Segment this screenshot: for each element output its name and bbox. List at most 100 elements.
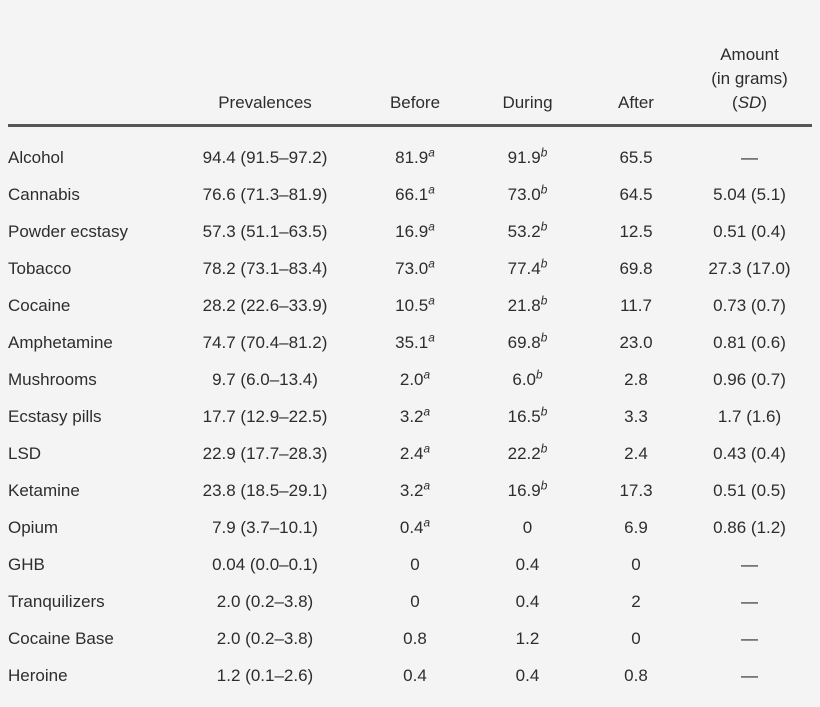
amount-value: 0.86 (1.2) <box>713 517 786 537</box>
before-significance-marker: a <box>428 144 435 159</box>
amount-value: 0.51 (0.4) <box>713 221 786 241</box>
before-significance-marker: a <box>423 403 431 418</box>
table-row: Powder ecstasy 57.3 (51.1–63.5) 16.9a 53… <box>8 213 812 250</box>
during-significance-marker: b <box>540 181 548 196</box>
before-value: 66.1 <box>395 184 429 204</box>
during-significance-marker: b <box>536 366 543 381</box>
during-value: 69.8 <box>507 332 541 352</box>
amount-value: 1.7 (1.6) <box>717 406 782 426</box>
after-value: 65.5 <box>619 147 653 167</box>
after-value: 69.8 <box>619 258 653 278</box>
during-cell: 53.2b <box>470 213 585 250</box>
substance-prevalence-table: Prevalences Before During After Amount (… <box>8 0 812 694</box>
table-row: GHB 0.04 (0.0–0.1) 0 0.4 0 — <box>8 546 812 583</box>
table-row: Tranquilizers 2.0 (0.2–3.8) 0 0.4 2 — <box>8 583 812 620</box>
before-cell: 35.1a <box>360 324 470 361</box>
during-cell: 0 <box>470 509 585 546</box>
prevalence-value: 22.9 (17.7–28.3) <box>202 443 328 463</box>
during-cell: 77.4b <box>470 250 585 287</box>
during-value: 0.4 <box>515 554 540 574</box>
during-significance-marker: b <box>540 440 548 455</box>
during-value: 0 <box>522 517 533 537</box>
during-cell: 21.8b <box>470 287 585 324</box>
substance-label: Mushrooms <box>8 369 97 389</box>
after-value: 64.5 <box>619 184 653 204</box>
during-value: 0.4 <box>515 665 540 685</box>
substance-label: LSD <box>8 443 42 463</box>
header-during: During <box>470 0 585 127</box>
during-value: 16.5 <box>507 406 541 426</box>
before-significance-marker: a <box>423 366 431 381</box>
before-cell: 16.9a <box>360 213 470 250</box>
amount-value: 0.51 (0.5) <box>713 480 786 500</box>
after-value: 0 <box>631 554 641 574</box>
after-value: 23.0 <box>619 332 653 352</box>
before-cell: 0.8 <box>360 620 470 657</box>
prevalence-value: 2.0 (0.2–3.8) <box>216 628 314 648</box>
header-row: Prevalences Before During After Amount (… <box>8 0 812 127</box>
before-value: 0.4 <box>403 665 427 685</box>
amount-value: 0.81 (0.6) <box>713 332 786 352</box>
during-value: 91.9 <box>507 147 541 167</box>
during-cell: 0.4 <box>470 546 585 583</box>
during-cell: 16.5b <box>470 398 585 435</box>
prevalence-value: 74.7 (70.4–81.2) <box>202 332 328 352</box>
before-significance-marker: a <box>428 218 435 233</box>
amount-value: — <box>741 554 758 574</box>
during-significance-marker: b <box>540 292 548 307</box>
after-value: 0 <box>631 628 641 648</box>
before-cell: 3.2a <box>360 398 470 435</box>
substance-label: Cannabis <box>8 184 80 204</box>
before-cell: 66.1a <box>360 176 470 213</box>
prevalence-value: 28.2 (22.6–33.9) <box>202 295 328 315</box>
prevalence-value: 78.2 (73.1–83.4) <box>202 258 328 278</box>
substance-label: Tobacco <box>8 258 72 278</box>
after-value: 2.4 <box>624 443 648 463</box>
before-value: 81.9 <box>395 147 429 167</box>
header-amount: Amount (in grams) (SD) <box>687 0 812 127</box>
before-value: 0 <box>410 591 420 611</box>
table-row: Heroine 1.2 (0.1–2.6) 0.4 0.4 0.8 — <box>8 657 812 694</box>
during-cell: 0.4 <box>470 657 585 694</box>
table-row: Ketamine 23.8 (18.5–29.1) 3.2a 16.9b 17.… <box>8 472 812 509</box>
before-value: 73.0 <box>395 258 429 278</box>
before-value: 0.8 <box>403 628 427 648</box>
during-cell: 0.4 <box>470 583 585 620</box>
during-significance-marker: b <box>540 218 548 233</box>
during-significance-marker: b <box>540 403 548 418</box>
substance-label: Amphetamine <box>8 332 113 352</box>
during-value: 1.2 <box>515 628 540 648</box>
during-significance-marker: b <box>540 255 548 270</box>
before-significance-marker: a <box>428 292 435 307</box>
before-significance-marker: a <box>428 255 435 270</box>
prevalence-value: 0.04 (0.0–0.1) <box>212 554 318 574</box>
before-cell: 0.4a <box>360 509 470 546</box>
prevalence-value: 9.7 (6.0–13.4) <box>212 369 318 389</box>
before-cell: 2.4a <box>360 435 470 472</box>
during-value: 21.8 <box>507 295 541 315</box>
substance-label: Powder ecstasy <box>8 221 128 241</box>
before-cell: 3.2a <box>360 472 470 509</box>
table-row: Mushrooms 9.7 (6.0–13.4) 2.0a 6.0b 2.8 0… <box>8 361 812 398</box>
during-cell: 6.0b <box>470 361 585 398</box>
table-header: Prevalences Before During After Amount (… <box>8 0 812 127</box>
header-amount-sd: (SD) <box>732 93 767 112</box>
amount-value: 27.3 (17.0) <box>708 258 791 278</box>
during-value: 0.4 <box>515 591 540 611</box>
before-significance-marker: a <box>423 440 431 455</box>
table-body: Alcohol 94.4 (91.5–97.2) 81.9a 91.9b 65.… <box>8 126 812 695</box>
amount-value: 5.04 (5.1) <box>713 184 786 204</box>
before-significance-marker: a <box>428 329 435 344</box>
table-row: Amphetamine 74.7 (70.4–81.2) 35.1a 69.8b… <box>8 324 812 361</box>
during-cell: 22.2b <box>470 435 585 472</box>
during-value: 73.0 <box>507 184 541 204</box>
prevalence-value: 2.0 (0.2–3.8) <box>216 591 314 611</box>
after-value: 6.9 <box>624 517 648 537</box>
during-cell: 73.0b <box>470 176 585 213</box>
before-significance-marker: a <box>423 514 431 529</box>
substance-label: Cocaine <box>8 295 71 315</box>
prevalence-value: 23.8 (18.5–29.1) <box>202 480 328 500</box>
amount-value: — <box>741 147 758 167</box>
amount-value: — <box>741 665 758 685</box>
